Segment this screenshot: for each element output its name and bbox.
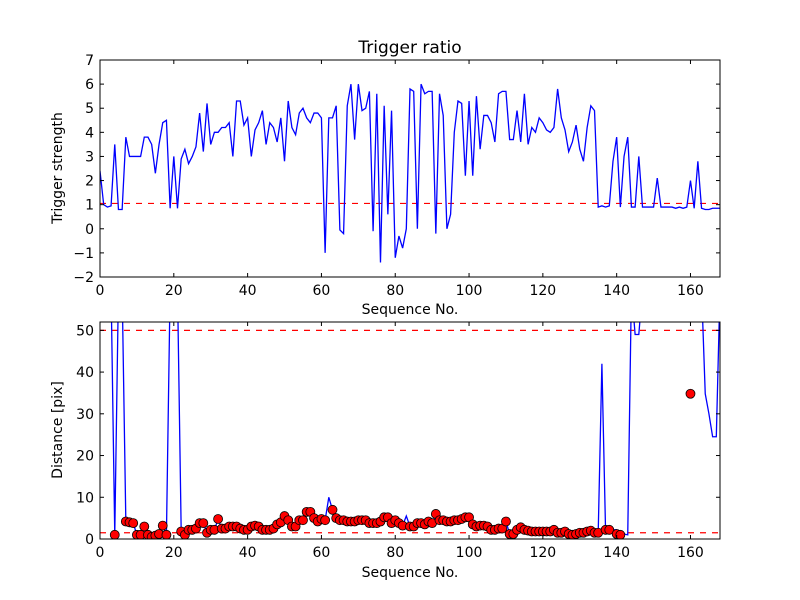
data-point (139, 521, 150, 532)
x-tick-label: 100 (456, 545, 483, 561)
top-plot-frame (99, 59, 721, 278)
y-tick-label: 7 (85, 53, 94, 69)
data-point (128, 518, 139, 529)
y-tick-label: 3 (85, 149, 94, 165)
top-panel: Trigger ratio 0 20 40 60 80 100 120 140 160 −2 −1 0… (50, 38, 721, 318)
x-tick-label: 160 (677, 545, 704, 561)
x-tick-label: 0 (96, 545, 105, 561)
data-point (213, 514, 223, 524)
x-tick-label: 60 (313, 283, 331, 299)
x-tick-label: 140 (603, 283, 630, 299)
y-tick-label: 5 (85, 101, 94, 117)
bottom-y-axis-label: Distance [pix] (50, 381, 66, 479)
top-x-axis-label: Sequence No. (362, 302, 459, 318)
bottom-plot-frame (99, 321, 721, 540)
data-point (157, 520, 168, 531)
data-point (109, 529, 120, 539)
x-tick-label: 100 (456, 283, 483, 299)
x-tick-label: 120 (529, 545, 556, 561)
x-tick-label: 0 (96, 283, 105, 299)
bottom-panel: 0 20 40 60 80 100 120 140 160 0 10 20 30 40 50 Sequenc… (50, 321, 721, 581)
y-tick-label: −1 (73, 246, 94, 262)
y-tick-label: 0 (85, 222, 94, 238)
top-chart-title: Trigger ratio (357, 38, 461, 58)
y-tick-label: 10 (76, 490, 94, 506)
y-tick-label: 6 (85, 77, 94, 93)
x-tick-label: 80 (386, 283, 404, 299)
data-point (501, 516, 511, 527)
y-tick-label: 4 (85, 125, 94, 141)
data-point (327, 504, 338, 515)
y-tick-label: 40 (76, 365, 94, 381)
data-point (198, 518, 209, 529)
y-tick-label: 1 (85, 198, 94, 214)
top-y-axis-label: Trigger strength (50, 112, 66, 225)
data-point (161, 529, 172, 539)
x-tick-label: 120 (529, 283, 556, 299)
data-point (685, 388, 696, 399)
y-tick-label: −2 (73, 270, 94, 286)
x-tick-label: 20 (165, 545, 183, 561)
data-point (604, 524, 615, 535)
data-point (320, 515, 331, 526)
x-tick-label: 140 (603, 545, 630, 561)
y-tick-label: 2 (85, 174, 94, 190)
x-tick-label: 40 (239, 283, 257, 299)
y-tick-label: 30 (76, 407, 94, 423)
x-tick-label: 160 (677, 283, 704, 299)
y-tick-label: 0 (85, 532, 94, 548)
x-tick-label: 20 (165, 283, 183, 299)
bottom-x-axis-label: Sequence No. (362, 565, 459, 581)
series-line (100, 83, 720, 263)
y-tick-label: 50 (76, 323, 94, 339)
x-tick-label: 40 (239, 545, 257, 561)
x-tick-label: 60 (313, 545, 331, 561)
data-point (615, 529, 626, 539)
data-point (298, 515, 308, 526)
x-tick-label: 80 (386, 545, 404, 561)
y-tick-label: 20 (76, 449, 94, 465)
